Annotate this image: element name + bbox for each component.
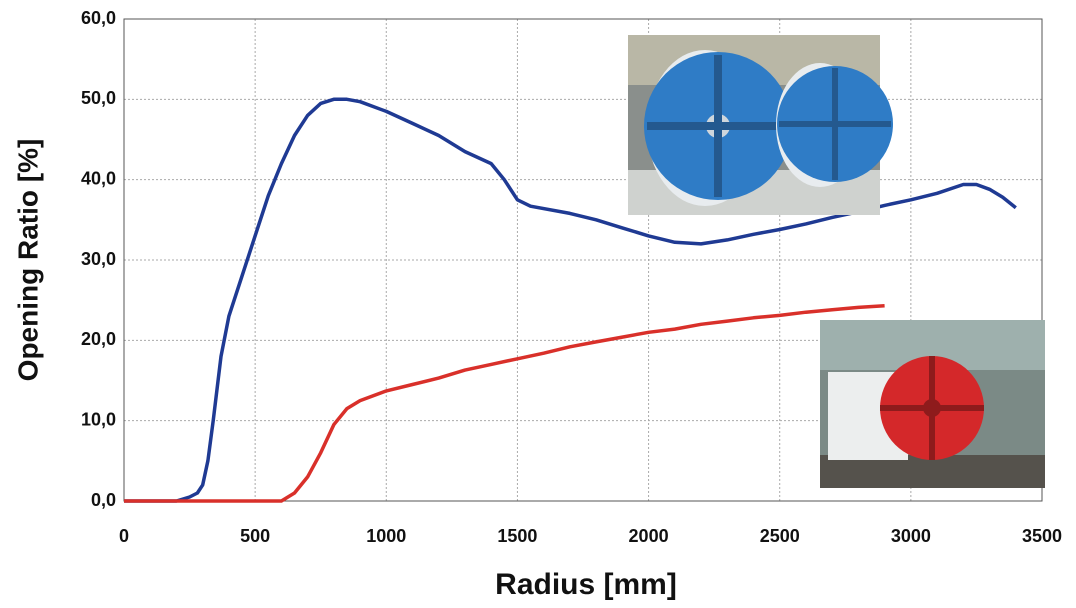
x-tick-label: 2500 (760, 526, 800, 546)
x-tick-label: 2000 (629, 526, 669, 546)
y-tick-label: 30,0 (81, 249, 116, 269)
x-tick-label: 1000 (366, 526, 406, 546)
data-line (124, 304, 885, 503)
y-tick-label: 50,0 (81, 88, 116, 108)
y-tick-label: 10,0 (81, 409, 116, 429)
x-axis-title: Radius [mm] (495, 568, 677, 601)
x-tick-label: 0 (119, 526, 129, 546)
x-tick-label: 3000 (891, 526, 931, 546)
photos (628, 35, 1045, 488)
x-tick-label: 1500 (497, 526, 537, 546)
x-tick-label: 500 (240, 526, 270, 546)
y-tick-label: 20,0 (81, 329, 116, 349)
y-tick-label: 0,0 (91, 490, 116, 510)
plot-frame (123, 18, 1043, 502)
x-tick-label: 3500 (1022, 526, 1062, 546)
y-tick-label: 40,0 (81, 168, 116, 188)
y-axis-title: Opening Ratio [%] (12, 139, 43, 382)
photo-red-machine (820, 320, 1045, 488)
y-tick-label: 60,0 (81, 8, 116, 28)
photo-blue-machines (628, 35, 893, 215)
